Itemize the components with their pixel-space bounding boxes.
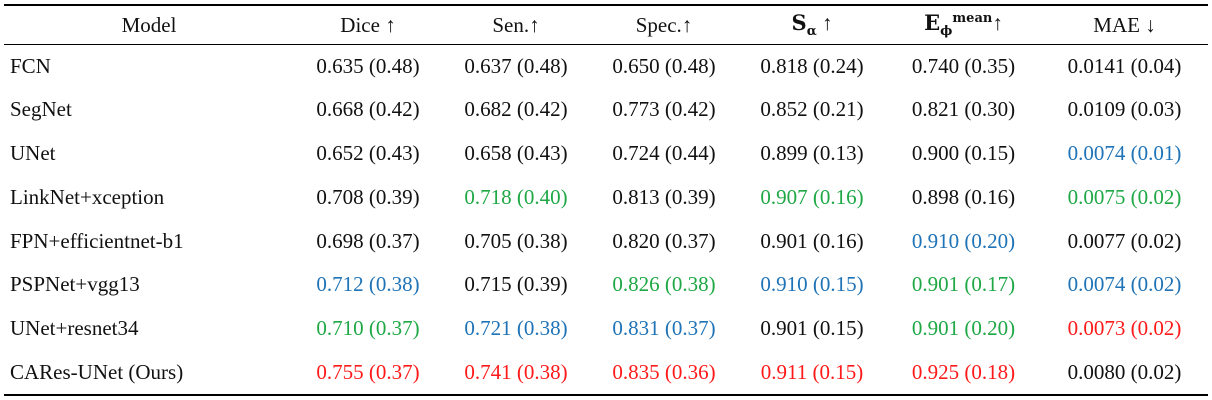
mae-cell: 0.0073 (0.02) — [1067, 316, 1182, 341]
top-rule — [4, 4, 1208, 6]
e-phi-cell: 0.821 (0.30) — [911, 97, 1016, 122]
e-phi-cell: 0.910 (0.20) — [911, 228, 1016, 253]
results-table: Model Dice ↑ Sen.↑ Spec.↑ Sα ↑ Eϕmean↑ M… — [4, 6, 1208, 394]
bottom-rule — [4, 394, 1208, 396]
model-name: LinkNet+xception — [10, 184, 165, 209]
e-main: E — [924, 10, 941, 36]
table-row: FCN 0.635 (0.48) 0.637 (0.48) 0.650 (0.4… — [4, 44, 1208, 88]
e-phi-mean-symbol: Eϕmean — [924, 10, 993, 39]
sen-cell: 0.718 (0.40) — [464, 184, 568, 209]
mae-cell: 0.0077 (0.02) — [1067, 228, 1182, 253]
s-alpha-cell: 0.901 (0.15) — [760, 316, 864, 341]
header-s-alpha: Sα ↑ — [738, 6, 886, 44]
header-rule — [4, 44, 1208, 45]
table-row: UNet 0.652 (0.43) 0.658 (0.43) 0.724 (0.… — [4, 132, 1208, 176]
s-alpha-cell: 0.899 (0.13) — [760, 140, 864, 165]
model-name: UNet+resnet34 — [10, 316, 139, 341]
s-main: S — [791, 10, 807, 36]
sen-cell: 0.705 (0.38) — [464, 228, 568, 253]
mae-cell: 0.0080 (0.02) — [1067, 359, 1182, 384]
e-phi-cell: 0.901 (0.17) — [911, 272, 1016, 297]
mae-cell: 0.0074 (0.01) — [1067, 140, 1182, 165]
sen-cell: 0.637 (0.48) — [464, 53, 568, 78]
s-alpha-cell: 0.852 (0.21) — [760, 97, 864, 122]
header-row: Model Dice ↑ Sen.↑ Spec.↑ Sα ↑ Eϕmean↑ M… — [4, 6, 1208, 44]
s-alpha-cell: 0.907 (0.16) — [760, 184, 864, 209]
spec-cell: 0.813 (0.39) — [612, 184, 716, 209]
sen-cell: 0.658 (0.43) — [464, 140, 568, 165]
dice-cell: 0.710 (0.37) — [316, 316, 420, 341]
dice-cell: 0.635 (0.48) — [316, 53, 420, 78]
s-alpha-cell: 0.818 (0.24) — [760, 53, 864, 78]
model-name: FCN — [10, 53, 51, 78]
mae-cell: 0.0141 (0.04) — [1067, 53, 1182, 78]
e-phi-cell: 0.925 (0.18) — [911, 359, 1016, 384]
e-phi-cell: 0.898 (0.16) — [911, 184, 1016, 209]
model-name: CARes-UNet (Ours) — [10, 359, 184, 384]
dice-cell: 0.712 (0.38) — [316, 272, 420, 297]
sen-cell: 0.741 (0.38) — [464, 359, 568, 384]
header-e-phi-mean: Eϕmean↑ — [886, 6, 1041, 44]
model-name: SegNet — [10, 97, 72, 122]
header-sen: Sen.↑ — [492, 12, 540, 37]
spec-cell: 0.650 (0.48) — [612, 53, 716, 78]
s-alpha-cell: 0.910 (0.15) — [760, 272, 864, 297]
model-name: FPN+efficientnet-b1 — [10, 228, 184, 253]
s-sub: α — [806, 24, 817, 40]
header-model: Model — [121, 12, 177, 37]
table-row: LinkNet+xception 0.708 (0.39) 0.718 (0.4… — [4, 175, 1208, 219]
e-phi-cell: 0.740 (0.35) — [911, 53, 1016, 78]
s-alpha-cell: 0.911 (0.15) — [760, 359, 864, 384]
model-name: PSPNet+vgg13 — [10, 272, 140, 297]
e-sub: ϕ — [940, 24, 953, 40]
table-row: SegNet 0.668 (0.42) 0.682 (0.42) 0.773 (… — [4, 88, 1208, 132]
e-sup: mean — [952, 11, 993, 27]
sen-cell: 0.715 (0.39) — [464, 272, 568, 297]
spec-cell: 0.835 (0.36) — [612, 359, 716, 384]
table-row: UNet+resnet34 0.710 (0.37) 0.721 (0.38) … — [4, 307, 1208, 351]
header-spec: Spec.↑ — [635, 12, 693, 37]
dice-cell: 0.708 (0.39) — [316, 184, 420, 209]
model-name: UNet — [10, 140, 56, 165]
dice-cell: 0.698 (0.37) — [316, 228, 420, 253]
s-alpha-cell: 0.901 (0.16) — [760, 228, 864, 253]
dice-cell: 0.668 (0.42) — [316, 97, 420, 122]
e-arrow: ↑ — [992, 11, 1003, 36]
mae-cell: 0.0109 (0.03) — [1067, 97, 1182, 122]
spec-cell: 0.831 (0.37) — [612, 316, 716, 341]
spec-cell: 0.826 (0.38) — [612, 272, 716, 297]
e-phi-cell: 0.900 (0.15) — [911, 140, 1016, 165]
mae-cell: 0.0074 (0.02) — [1067, 272, 1182, 297]
spec-cell: 0.724 (0.44) — [612, 140, 716, 165]
table-row: FPN+efficientnet-b1 0.698 (0.37) 0.705 (… — [4, 219, 1208, 263]
sen-cell: 0.682 (0.42) — [464, 97, 568, 122]
dice-cell: 0.755 (0.37) — [316, 359, 420, 384]
e-phi-cell: 0.901 (0.20) — [911, 316, 1016, 341]
sen-cell: 0.721 (0.38) — [464, 316, 568, 341]
dice-cell: 0.652 (0.43) — [316, 140, 420, 165]
header-mae: MAE ↓ — [1093, 12, 1156, 37]
mae-cell: 0.0075 (0.02) — [1067, 184, 1182, 209]
s-alpha-symbol: Sα — [791, 10, 817, 39]
table-row: PSPNet+vgg13 0.712 (0.38) 0.715 (0.39) 0… — [4, 263, 1208, 307]
table-row: CARes-UNet (Ours) 0.755 (0.37) 0.741 (0.… — [4, 351, 1208, 395]
s-arrow: ↑ — [821, 11, 833, 36]
header-dice: Dice ↑ — [340, 12, 396, 37]
spec-cell: 0.820 (0.37) — [612, 228, 716, 253]
spec-cell: 0.773 (0.42) — [612, 97, 716, 122]
